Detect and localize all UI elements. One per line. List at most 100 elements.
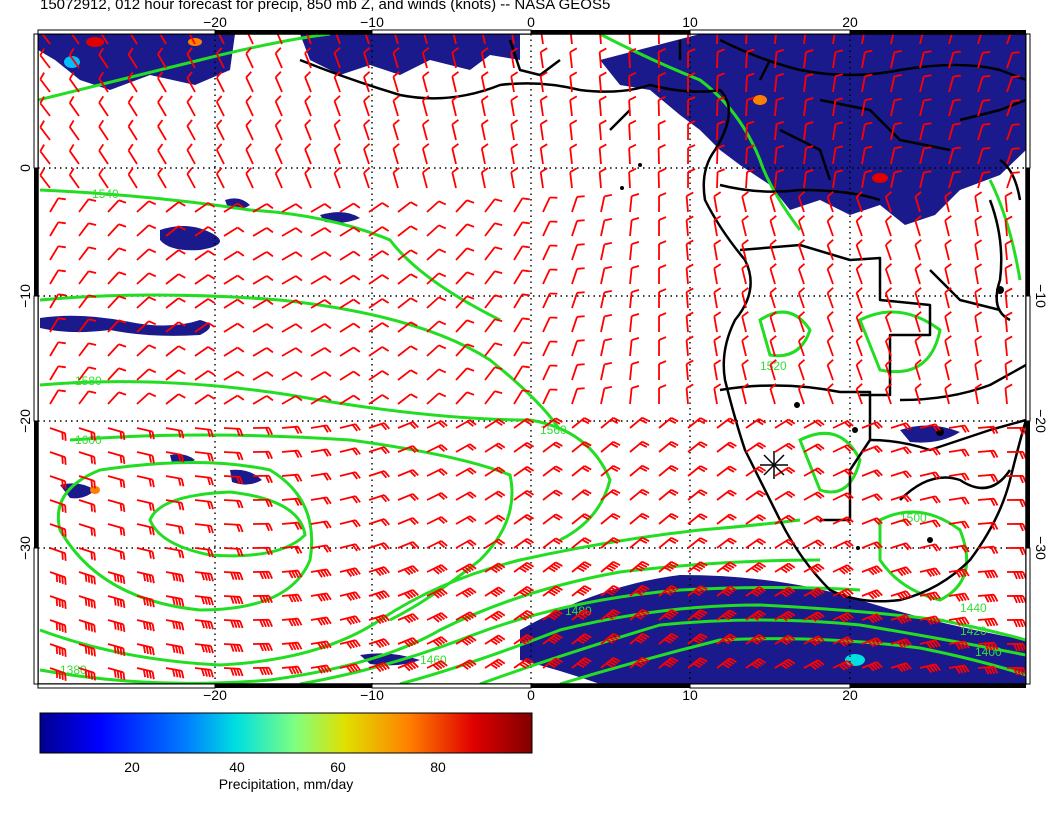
wind-barbs — [39, 34, 1026, 681]
wind-barb — [310, 472, 332, 481]
wind-barb — [713, 335, 722, 357]
wind-barb — [107, 523, 126, 537]
wind-barb — [657, 120, 666, 141]
wind-barb — [39, 96, 51, 117]
wind-barb — [542, 316, 558, 333]
wind-barb — [339, 370, 361, 381]
wind-barb — [716, 633, 737, 645]
wind-barb — [774, 442, 796, 453]
wind-barb — [339, 298, 361, 309]
wind-barb — [455, 491, 477, 501]
wind-barb — [890, 50, 903, 69]
wind-barb — [542, 196, 558, 213]
wind-barb — [826, 263, 834, 285]
wind-barb — [1006, 75, 1020, 93]
wind-barb — [919, 98, 932, 117]
wind-barb — [716, 657, 737, 669]
wind-barb — [855, 191, 863, 213]
lon-tick-label: −10 — [360, 14, 384, 30]
wind-barb — [774, 418, 796, 429]
wind-barb — [194, 427, 214, 438]
wind-barb — [368, 518, 390, 527]
wind-barb — [455, 367, 475, 381]
wind-barb — [223, 346, 245, 357]
wind-barb — [657, 144, 666, 165]
wind-barb — [803, 169, 814, 189]
contour-label: 1560 — [540, 423, 567, 437]
wind-barb — [600, 632, 621, 645]
wind-barb — [484, 538, 506, 549]
wind-barb — [310, 275, 332, 285]
wind-barb — [281, 203, 303, 213]
wind-barb — [165, 547, 185, 559]
wind-barb — [78, 294, 97, 309]
wind-barb — [687, 417, 708, 429]
wind-barb — [803, 635, 825, 646]
wind-barb — [598, 119, 607, 141]
wind-barb — [716, 96, 725, 117]
lon-tick-label: 0 — [527, 687, 535, 700]
wind-barb — [600, 488, 621, 501]
wind-barb — [426, 224, 447, 237]
wind-barb — [363, 95, 371, 117]
wind-barb — [484, 514, 506, 525]
wind-barb — [127, 95, 138, 117]
wind-barb — [977, 75, 991, 93]
wind-barb — [745, 72, 755, 93]
wind-barb — [600, 338, 613, 357]
wind-barb — [658, 608, 679, 621]
wind-barb — [165, 571, 185, 583]
wind-barb — [78, 547, 96, 561]
wind-barb — [392, 143, 400, 165]
wind-barb — [914, 287, 922, 309]
wind-barb — [421, 95, 430, 117]
wind-barb — [919, 74, 932, 93]
wind-barb — [165, 643, 185, 655]
wind-barb — [480, 95, 489, 117]
wind-barb — [571, 387, 585, 405]
wind-barb — [569, 167, 578, 189]
wind-barb — [421, 143, 430, 165]
wind-barb — [571, 195, 585, 213]
wind-barb — [455, 247, 475, 261]
wind-barb — [797, 239, 806, 261]
wind-barb — [600, 386, 613, 405]
wind-barb — [687, 168, 696, 189]
wind-barb — [78, 318, 97, 333]
wind-barb — [136, 475, 155, 488]
wind-barb — [426, 392, 447, 405]
wind-barb — [333, 47, 341, 69]
wind-barb — [455, 563, 477, 574]
lon-tick-label: 10 — [682, 14, 698, 30]
wind-barb — [49, 365, 66, 381]
wind-barb — [513, 418, 535, 429]
wind-barb — [687, 513, 708, 525]
wind-barb — [252, 371, 274, 381]
wind-barb — [78, 571, 96, 585]
wind-barb — [165, 345, 186, 357]
wind-barb — [774, 562, 796, 574]
wind-barb — [281, 227, 303, 237]
wind-barb — [363, 47, 371, 69]
wind-barb — [977, 34, 984, 45]
wind-barb — [368, 370, 390, 381]
precipitation-layer — [38, 34, 1026, 684]
wind-barb — [136, 320, 157, 333]
wind-barb — [769, 191, 777, 213]
wind-barb — [426, 296, 447, 309]
wind-barb — [455, 271, 475, 285]
wind-barb — [855, 287, 863, 309]
wind-barb — [914, 359, 922, 381]
wind-barb — [68, 143, 80, 165]
wind-barb — [944, 263, 952, 285]
wind-barb — [569, 119, 578, 141]
wind-barb — [977, 569, 999, 579]
wind-barb — [339, 567, 361, 577]
wind-barb — [513, 610, 535, 621]
wind-barb — [281, 299, 303, 309]
wind-barb — [223, 298, 245, 309]
wind-barb — [252, 522, 273, 532]
wind-barb — [797, 335, 806, 357]
wind-barb — [1006, 34, 1014, 45]
wind-barb — [194, 523, 214, 534]
